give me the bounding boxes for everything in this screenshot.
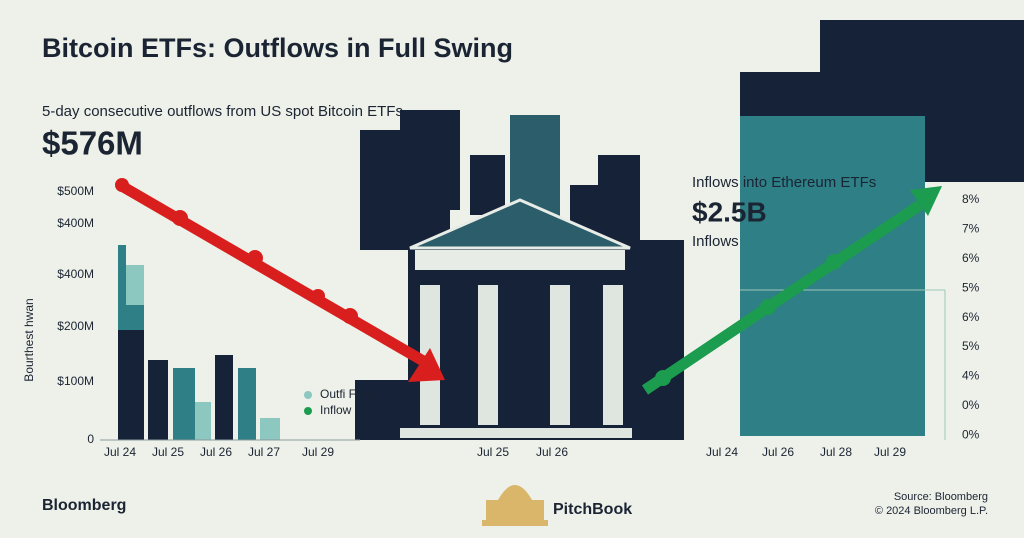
- legend-label: Outfi Flow: [320, 387, 374, 401]
- x-tick-label: Jul 26: [536, 445, 568, 459]
- legend-label: Inflow: [320, 403, 352, 417]
- bar: [195, 402, 211, 440]
- entablature: [415, 250, 625, 270]
- arrowhead: [408, 348, 445, 382]
- buildings: [355, 110, 684, 440]
- headline-amount: $576M: [42, 125, 143, 162]
- marker: [115, 178, 129, 192]
- marker: [311, 289, 325, 303]
- y-tick-label: $200M: [57, 319, 94, 333]
- bar: [215, 355, 233, 440]
- subtitle: 5-day consecutive outflows from US spot …: [42, 103, 403, 120]
- block: [925, 152, 1024, 182]
- building: [486, 500, 544, 520]
- axis-label: Bourthest hwan: [22, 298, 36, 381]
- y-tick-label: 8%: [962, 192, 980, 206]
- x-tick-label: Jul 27: [248, 445, 280, 459]
- x-tick-label: Jul 26: [200, 445, 232, 459]
- column: [550, 285, 570, 425]
- marker: [342, 308, 358, 324]
- teal-panel: [740, 116, 925, 436]
- tower: [470, 155, 505, 215]
- bar: [238, 368, 256, 440]
- outflow-arrow: [117, 180, 428, 367]
- x-tick-label: Jul 29: [302, 445, 334, 459]
- bars: [118, 245, 280, 440]
- x-tick-label: Jul 29: [874, 445, 906, 459]
- arrowhead: [910, 186, 942, 216]
- y-tick-label: $400M: [57, 267, 94, 281]
- title: Bitcoin ETFs: Outflows in Full Swing: [42, 33, 513, 63]
- pediment: [409, 198, 631, 250]
- right-caption: Inflows: [692, 233, 739, 250]
- y-tick-label: $400M: [57, 216, 94, 230]
- bar: [173, 368, 195, 440]
- markers: [655, 254, 842, 386]
- marker: [655, 370, 671, 386]
- column: [478, 285, 498, 425]
- dome: [498, 485, 532, 500]
- marker: [172, 210, 188, 226]
- bar: [148, 360, 168, 440]
- legend-swatch: [304, 407, 312, 415]
- y-tick-label: 7%: [962, 222, 980, 236]
- inflow-arrow: [641, 200, 924, 395]
- bar: [118, 330, 144, 440]
- x-tick-label: Jul 26: [762, 445, 794, 459]
- tower: [400, 110, 460, 210]
- column: [603, 285, 623, 425]
- base: [630, 250, 684, 440]
- tower: [598, 155, 640, 245]
- x-tick-label: Jul 25: [152, 445, 184, 459]
- x-tick-label: Jul 28: [820, 445, 852, 459]
- y-tick-label: 4%: [962, 369, 980, 383]
- x-tick-label: Jul 25: [477, 445, 509, 459]
- x-tick-label: Jul 24: [104, 445, 136, 459]
- markers: [115, 178, 358, 324]
- y-tick-label: $500M: [57, 184, 94, 198]
- marker: [247, 250, 263, 266]
- marker: [760, 299, 776, 315]
- y-tick-label: 0%: [962, 398, 980, 412]
- bar: [260, 418, 280, 440]
- base: [482, 520, 548, 526]
- x-tick-label: Jul 24: [706, 445, 738, 459]
- y-tick-label: 5%: [962, 280, 980, 294]
- brand: PitchBook: [553, 501, 632, 518]
- capitol-icon: [482, 485, 548, 526]
- source: Source: Bloomberg: [894, 491, 988, 503]
- y-tick-label: 0: [87, 432, 94, 446]
- brand: Bloomberg: [42, 497, 126, 514]
- y-tick-label: 5%: [962, 339, 980, 353]
- right-title: Inflows into Ethereum ETFs: [692, 174, 876, 191]
- legend-swatch: [304, 391, 312, 399]
- y-tick-label: $100M: [57, 374, 94, 388]
- y-tick-label: 6%: [962, 251, 980, 265]
- marker: [826, 254, 842, 270]
- y-tick-label: 0%: [962, 427, 980, 441]
- copyright: © 2024 Bloomberg L.P.: [875, 505, 988, 517]
- y-tick-label: 6%: [962, 310, 980, 324]
- steps: [400, 428, 632, 438]
- right-amount: $2.5B: [692, 196, 767, 227]
- bar: [118, 245, 126, 330]
